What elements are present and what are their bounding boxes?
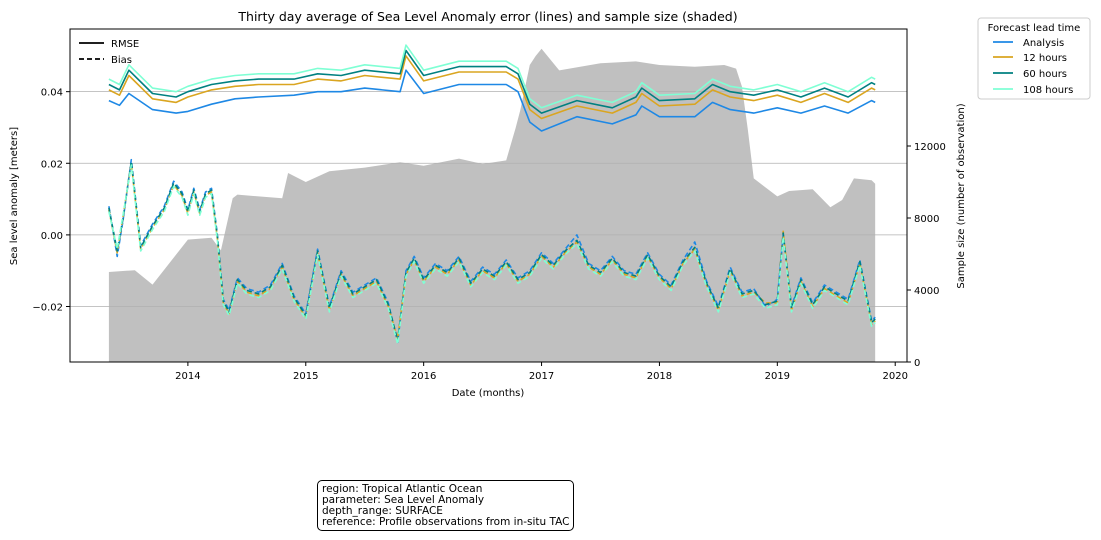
x-tick-label: 2017 bbox=[529, 371, 554, 382]
12-hours-rmse-line bbox=[108, 55, 876, 120]
12h-legend-label: 12 hours bbox=[1023, 53, 1067, 64]
lead-time-legend: Forecast lead time Analysis 12 hours 60 … bbox=[977, 17, 1091, 100]
y-tick-label: 0.04 bbox=[41, 88, 63, 99]
y2-tick-label: 8000 bbox=[914, 214, 939, 225]
x-tick-label: 2020 bbox=[882, 371, 907, 382]
108h-legend-label: 108 hours bbox=[1023, 85, 1073, 96]
axes-frame bbox=[69, 28, 908, 363]
metadata-box: region: Tropical Atlantic Ocean paramete… bbox=[317, 480, 575, 531]
y2-tick-label: 0 bbox=[914, 358, 920, 369]
analysis-bias-line bbox=[108, 158, 876, 344]
lead-time-legend-frame bbox=[977, 17, 1091, 100]
60-hours-bias-line bbox=[108, 160, 876, 342]
analysis-legend-label: Analysis bbox=[1023, 38, 1064, 49]
y2-tick-label: 4000 bbox=[914, 286, 939, 297]
y2-tick-label: 12000 bbox=[914, 142, 946, 153]
chart-title: Thirty day average of Sea Level Anomaly … bbox=[237, 9, 737, 24]
plot-area: 2014 2015 2016 2017 2018 2019 2020 0.04 0.02 0.00… bbox=[32, 28, 946, 382]
x-tick-label: 2019 bbox=[765, 371, 790, 382]
lead-time-legend-title: Forecast lead time bbox=[988, 23, 1081, 34]
rmse-legend-label: RMSE bbox=[111, 39, 139, 50]
analysis-rmse-line bbox=[108, 69, 876, 132]
x-tick-label: 2018 bbox=[647, 371, 672, 382]
y-tick-label: 0.02 bbox=[41, 159, 63, 170]
x-axis-label: Date (months) bbox=[452, 388, 525, 399]
depth-range-line: depth_range: SURFACE bbox=[322, 505, 443, 517]
60-hours-rmse-line bbox=[108, 49, 876, 114]
y-tick-label: 0.00 bbox=[41, 231, 63, 242]
y-tick-label: −0.02 bbox=[32, 303, 63, 314]
region-line: region: Tropical Atlantic Ocean bbox=[322, 483, 483, 495]
sample-size-area bbox=[108, 48, 876, 363]
bias-legend-label: Bias bbox=[111, 55, 132, 66]
y2-axis-label: Sample size (number of observation) bbox=[956, 103, 967, 288]
reference-line: reference: Profile observations from in-… bbox=[322, 516, 570, 528]
108-hours-rmse-line bbox=[108, 44, 876, 109]
x-tick-label: 2015 bbox=[293, 371, 318, 382]
x-tick-label: 2014 bbox=[175, 371, 200, 382]
60h-legend-label: 60 hours bbox=[1023, 69, 1067, 80]
parameter-line: parameter: Sea Level Anomaly bbox=[322, 494, 485, 506]
x-tick-label: 2016 bbox=[411, 371, 436, 382]
y-axis-label: Sea level anomaly [meters] bbox=[9, 127, 20, 265]
style-legend: RMSE Bias bbox=[79, 39, 139, 66]
